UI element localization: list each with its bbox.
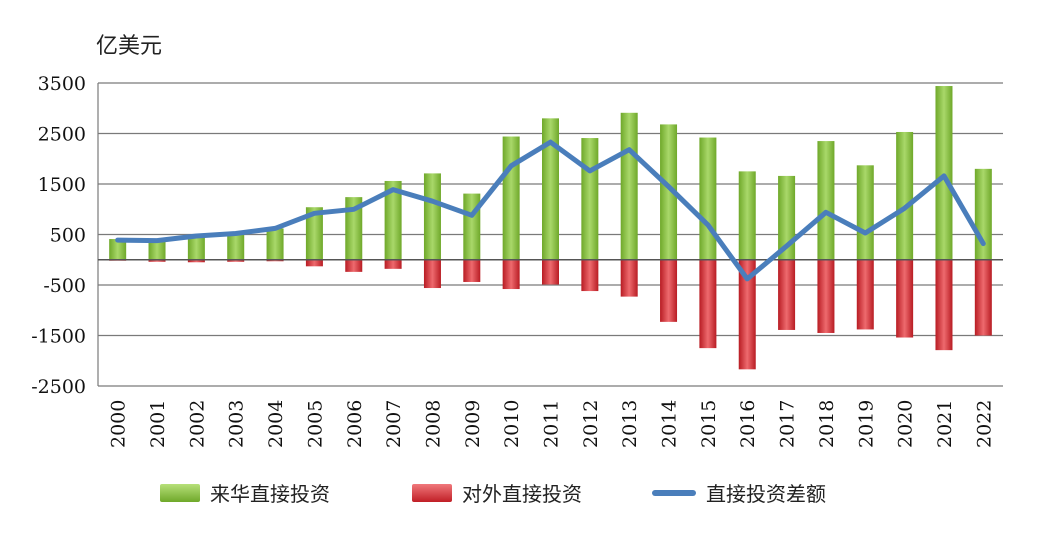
x-tick-label-2013: 2013 — [619, 400, 641, 448]
x-tick-label-2002: 2002 — [186, 400, 208, 448]
bar-outflow-2020 — [896, 259, 914, 338]
y-tick-label-2: 1500 — [38, 174, 86, 196]
bar-outflow-2009 — [463, 259, 481, 282]
y-axis-unit: 亿美元 — [96, 34, 163, 59]
x-tick-label-2022: 2022 — [973, 400, 995, 448]
bar-inflow-2018 — [817, 141, 835, 260]
bar-outflow-2013 — [620, 259, 638, 297]
bar-inflow-2004 — [266, 228, 284, 260]
x-tick-label-2005: 2005 — [304, 400, 326, 448]
legend-label-outflow: 对外直接投资 — [462, 482, 582, 506]
bar-inflow-2015 — [699, 137, 717, 260]
x-tick-label-2015: 2015 — [698, 400, 720, 448]
bar-inflow-2001 — [148, 241, 166, 260]
y-tick-label-1: 2500 — [38, 124, 86, 146]
x-tick-label-2008: 2008 — [422, 400, 444, 448]
x-tick-label-2017: 2017 — [777, 400, 799, 448]
legend-item-balance: 直接投资差额 — [652, 478, 826, 507]
bar-inflow-2002 — [187, 234, 205, 260]
bar-outflow-2021 — [935, 259, 953, 351]
y-tick-label-3: 500 — [50, 225, 86, 247]
bar-outflow-2008 — [423, 259, 441, 289]
bar-outflow-2003 — [227, 259, 245, 262]
x-tick-label-2007: 2007 — [383, 400, 405, 448]
x-tick-label-2001: 2001 — [147, 400, 169, 448]
bar-outflow-2005 — [305, 259, 323, 267]
bar-inflow-2014 — [660, 124, 678, 260]
y-tick-label-6: -2500 — [31, 376, 86, 398]
bar-outflow-2001 — [148, 259, 166, 262]
bar-inflow-2010 — [502, 136, 520, 260]
bar-outflow-2007 — [384, 259, 402, 269]
legend-label-inflow: 来华直接投资 — [210, 482, 330, 506]
bar-inflow-2020 — [896, 131, 914, 260]
x-tick-label-2020: 2020 — [895, 400, 917, 448]
bar-outflow-2015 — [699, 259, 717, 349]
bar-outflow-2012 — [581, 259, 599, 292]
legend: 来华直接投资 对外直接投资 直接投资差额 — [0, 478, 1060, 514]
bar-outflow-2011 — [542, 259, 559, 285]
bar-inflow-2005 — [305, 207, 323, 260]
y-tick-label-4: -500 — [43, 275, 86, 297]
bar-inflow-2011 — [542, 118, 559, 260]
legend-swatch-outflow — [412, 483, 452, 502]
bar-inflow-2021 — [935, 86, 953, 260]
bar-inflow-2013 — [620, 112, 638, 260]
legend-label-balance: 直接投资差额 — [706, 482, 826, 506]
x-tick-label-2006: 2006 — [344, 400, 366, 448]
bar-outflow-2004 — [266, 259, 284, 262]
bar-inflow-2000 — [109, 239, 127, 260]
x-tick-label-2009: 2009 — [462, 400, 484, 448]
bar-outflow-2010 — [502, 259, 520, 290]
bar-inflow-2017 — [778, 175, 796, 260]
x-tick-label-2011: 2011 — [541, 400, 563, 448]
bar-inflow-2007 — [384, 180, 402, 260]
x-tick-label-2010: 2010 — [501, 400, 523, 448]
bar-inflow-2022 — [974, 168, 992, 260]
x-tick-label-2018: 2018 — [816, 400, 838, 448]
bar-outflow-2002 — [187, 259, 205, 263]
legend-swatch-inflow — [160, 483, 200, 502]
bar-outflow-2018 — [817, 259, 835, 333]
bar-inflow-2008 — [423, 173, 441, 260]
bar-outflow-2014 — [660, 259, 678, 322]
x-tick-label-2021: 2021 — [934, 400, 956, 448]
legend-item-inflow: 来华直接投资 — [160, 478, 330, 507]
bar-inflow-2006 — [345, 197, 363, 260]
x-tick-label-2003: 2003 — [226, 400, 248, 448]
y-tick-label-5: -1500 — [31, 326, 86, 348]
legend-item-outflow: 对外直接投资 — [412, 478, 582, 507]
x-tick-label-2019: 2019 — [855, 400, 877, 448]
bar-inflow-2016 — [738, 171, 756, 260]
bar-outflow-2016 — [738, 259, 756, 370]
x-tick-label-2000: 2000 — [108, 400, 130, 448]
bar-inflow-2019 — [856, 165, 874, 260]
line-balance — [115, 139, 986, 282]
bar-outflow-2019 — [856, 259, 874, 330]
bar-inflow-2009 — [463, 193, 481, 260]
bar-inflow-2012 — [581, 138, 599, 260]
legend-swatch-balance — [652, 489, 696, 496]
y-tick-label-0: 3500 — [38, 73, 86, 95]
x-tick-label-2014: 2014 — [659, 400, 681, 448]
bar-outflow-2022 — [974, 259, 992, 336]
bar-outflow-2017 — [778, 259, 796, 330]
x-tick-label-2012: 2012 — [580, 400, 602, 448]
x-tick-label-2004: 2004 — [265, 400, 287, 448]
bar-outflow-2006 — [345, 259, 363, 272]
x-tick-label-2016: 2016 — [737, 400, 759, 448]
bar-inflow-2003 — [227, 234, 245, 260]
